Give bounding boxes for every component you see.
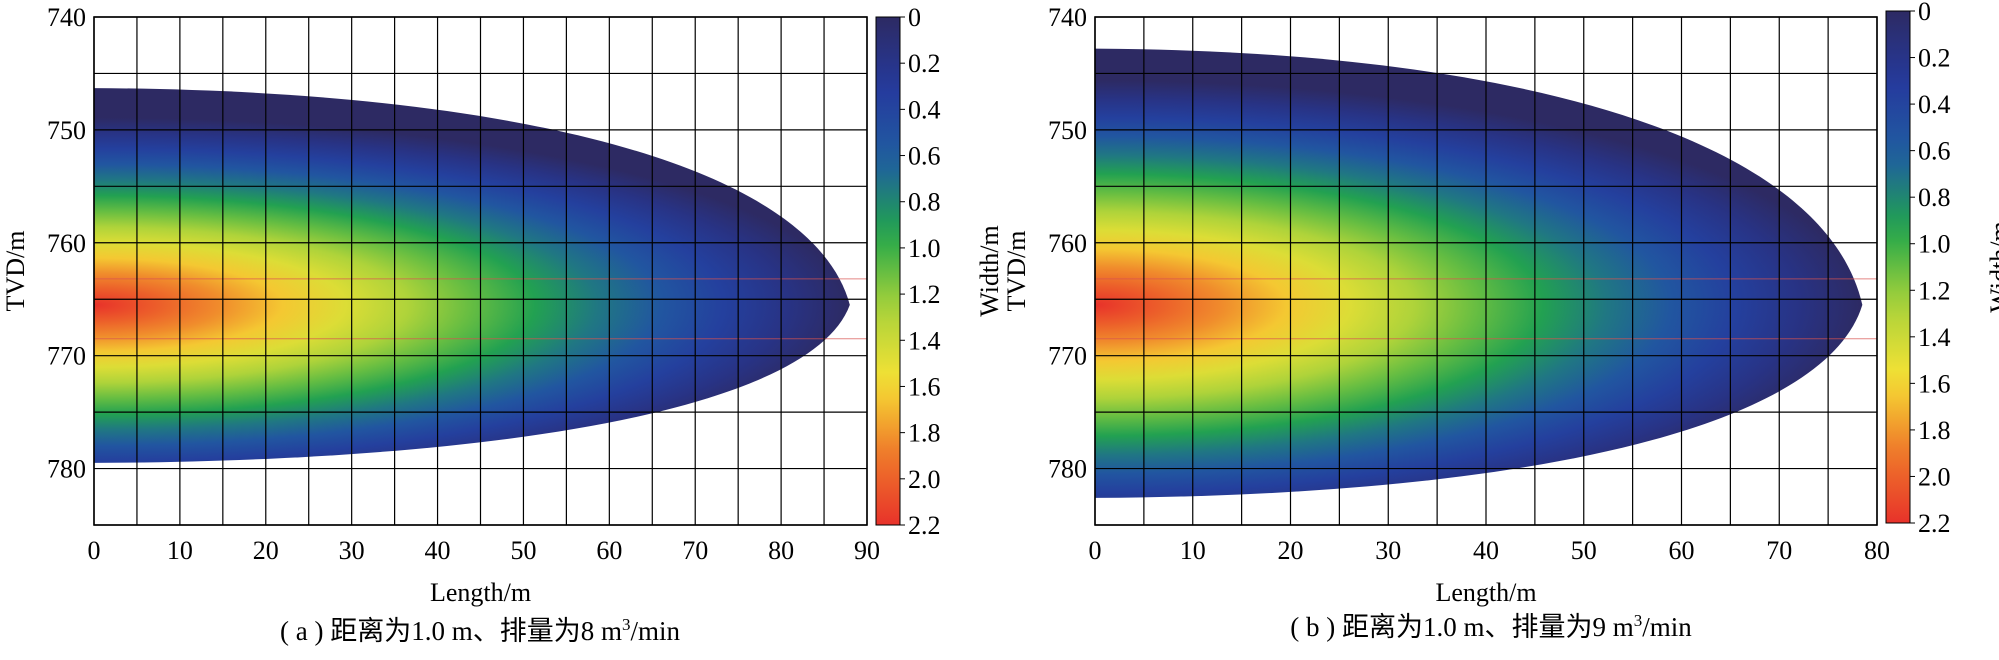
x-tick-label: 90	[854, 536, 880, 565]
panel-a: 0 10 20 30 40 50 60 70 80 90 740 750 760 770 780 Length…	[1, 3, 1004, 646]
colorbar-tick-label: 0.4	[908, 95, 941, 124]
colorbar-tick-label: 1.4	[908, 326, 941, 355]
colorbar: 0 0.2 0.4 0.6 0.8 1.0 1.2 1.4 1.6 1.8 2.0 2.2 Width/…	[875, 3, 1004, 540]
x-tick-label: 10	[1180, 536, 1206, 565]
colorbar-tick-label: 0	[908, 3, 921, 32]
y-tick-label: 750	[47, 116, 86, 145]
x-tick-label: 80	[1864, 536, 1890, 565]
x-tick-label: 30	[1375, 536, 1401, 565]
x-tick-label: 60	[596, 536, 622, 565]
x-tick-label: 20	[253, 536, 279, 565]
y-tick-label: 770	[1048, 342, 1087, 371]
colorbar-tick-label: 1.8	[1918, 416, 1951, 445]
panel-b: 0 10 20 30 40 50 60 70 80 740 750 760 770 780 Length/m…	[1002, 0, 1999, 642]
x-axis-label: Length/m	[1435, 578, 1536, 607]
colorbar-tick-label: 1.6	[1918, 369, 1951, 398]
x-tick-label: 50	[1571, 536, 1597, 565]
x-tick-label: 50	[510, 536, 536, 565]
colorbar-tick-label: 1.2	[1918, 276, 1951, 305]
x-tick-label: 70	[682, 536, 708, 565]
y-axis-label: TVD/m	[1, 231, 30, 312]
x-tick-label: 0	[1089, 536, 1102, 565]
fracture-width-field	[94, 88, 850, 463]
y-tick-label: 750	[1048, 116, 1087, 145]
colorbar-gradient	[875, 16, 901, 526]
colorbar-tick-label: 1.4	[1918, 323, 1951, 352]
x-tick-label: 10	[167, 536, 193, 565]
x-tick-label: 80	[768, 536, 794, 565]
y-tick-label: 780	[47, 455, 86, 484]
colorbar-tick-label: 0	[1918, 0, 1931, 26]
y-tick-label: 770	[47, 342, 86, 371]
colorbar-tick-label: 2.2	[1918, 509, 1951, 538]
colorbar-tick-label: 1.8	[908, 419, 941, 448]
x-tick-label: 30	[339, 536, 365, 565]
colorbar-tick-label: 0.2	[908, 49, 941, 78]
colorbar: 0 0.2 0.4 0.6 0.8 1.0 1.2 1.4 1.6 1.8 2.0 2.2 Width/…	[1885, 0, 1999, 538]
colorbar-tick-label: 2.0	[908, 465, 941, 494]
panel-caption: ( a ) 距离为1.0 m、排量为8 m3/min	[280, 615, 680, 646]
colorbar-tick-label: 1.6	[908, 372, 941, 401]
y-tick-label: 760	[1048, 229, 1087, 258]
colorbar-gradient	[1885, 10, 1911, 524]
grid	[93, 16, 868, 526]
x-tick-label: 70	[1766, 536, 1792, 565]
x-tick-label: 60	[1669, 536, 1695, 565]
x-axis-label: Length/m	[430, 578, 531, 607]
colorbar-tick-label: 0.4	[1918, 90, 1951, 119]
colorbar-label: Width/m	[975, 225, 1004, 316]
colorbar-tick-label: 0.2	[1918, 44, 1951, 73]
colorbar-label: Width/m	[1985, 221, 1999, 312]
x-tick-label: 40	[1473, 536, 1499, 565]
plot-frame	[1094, 16, 1878, 526]
y-tick-label: 760	[47, 229, 86, 258]
colorbar-tick-label: 0.8	[1918, 183, 1951, 212]
fracture-width-field	[1095, 48, 1863, 498]
x-tick-label: 40	[425, 536, 451, 565]
colorbar-tick-label: 1.0	[908, 234, 941, 263]
plot-frame	[93, 16, 868, 526]
colorbar-tick-label: 0.6	[1918, 137, 1951, 166]
x-tick-label: 0	[88, 536, 101, 565]
colorbar-tick-label: 1.2	[908, 280, 941, 309]
y-tick-label: 740	[47, 3, 86, 32]
panel-caption: ( b ) 距离为1.0 m、排量为9 m3/min	[1290, 611, 1692, 642]
colorbar-tick-label: 1.0	[1918, 230, 1951, 259]
y-tick-label: 740	[1048, 3, 1087, 32]
colorbar-tick-label: 2.2	[908, 511, 941, 540]
x-tick-label: 20	[1278, 536, 1304, 565]
colorbar-tick-label: 2.0	[1918, 462, 1951, 491]
y-axis-label: TVD/m	[1002, 231, 1031, 312]
colorbar-tick-label: 0.6	[908, 142, 941, 171]
y-tick-label: 780	[1048, 455, 1087, 484]
colorbar-tick-label: 0.8	[908, 188, 941, 217]
